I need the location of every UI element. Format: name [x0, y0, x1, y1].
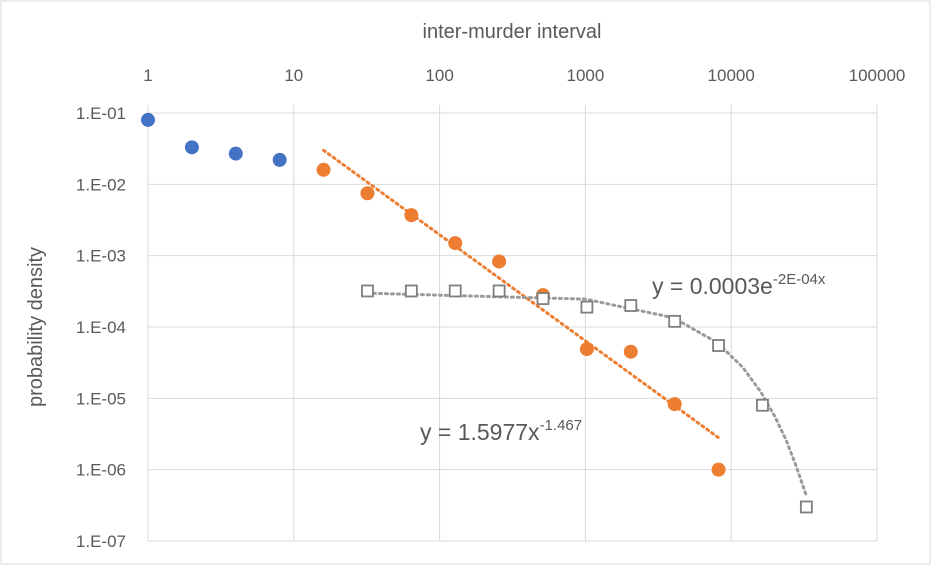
- y-tick-label: 1.E-06: [76, 461, 126, 480]
- data-point: [756, 398, 769, 412]
- y-tick-label: 1.E-04: [76, 318, 126, 337]
- data-point: [712, 339, 725, 352]
- x-tick-label: 100000: [849, 66, 906, 85]
- equation: y = 1.5977x: [420, 419, 540, 445]
- x-tick-label: 1: [143, 66, 152, 85]
- data-point: [623, 344, 638, 359]
- data-point: [404, 208, 419, 223]
- x-axis-title: inter-murder interval: [423, 21, 602, 43]
- data-point: [536, 292, 550, 306]
- y-axis-title: probability density: [25, 247, 47, 407]
- data-point: [799, 500, 813, 514]
- data-point: [184, 140, 199, 155]
- trend-equation: y = 0.0003e-2E-04x: [652, 271, 826, 299]
- data-point: [141, 112, 155, 127]
- y-tick-label: 1.E-03: [76, 247, 126, 266]
- data-point: [404, 284, 418, 298]
- x-tick-label: 100: [425, 66, 453, 85]
- trendline: [322, 148, 721, 440]
- data-point: [580, 300, 594, 314]
- data-point: [492, 254, 507, 269]
- data-point: [448, 284, 462, 298]
- data-point: [492, 284, 506, 298]
- y-tick-label: 1.E-07: [76, 532, 126, 551]
- equation-exponent: -1.467: [540, 417, 583, 434]
- x-tick-label: 1000: [566, 66, 604, 85]
- data-point: [361, 284, 374, 298]
- data-point: [272, 152, 287, 167]
- data-point: [360, 186, 375, 201]
- equation-exponent: -2E-04x: [773, 271, 826, 288]
- x-tick-label: 10: [284, 66, 303, 85]
- data-point: [711, 462, 726, 477]
- data-point: [228, 146, 243, 161]
- data-point: [668, 314, 682, 328]
- data-point: [579, 342, 594, 357]
- data-point: [624, 299, 638, 312]
- data-point: [316, 162, 331, 177]
- x-tick-label: 10000: [708, 66, 755, 85]
- data-point: [667, 397, 682, 412]
- equation: y = 0.0003e: [652, 273, 773, 299]
- y-tick-label: 1.E-01: [76, 104, 126, 123]
- trend-equation: y = 1.5977x-1.467: [420, 417, 582, 445]
- data-point: [448, 236, 463, 251]
- y-tick-label: 1.E-05: [76, 389, 126, 408]
- y-tick-label: 1.E-02: [76, 175, 126, 194]
